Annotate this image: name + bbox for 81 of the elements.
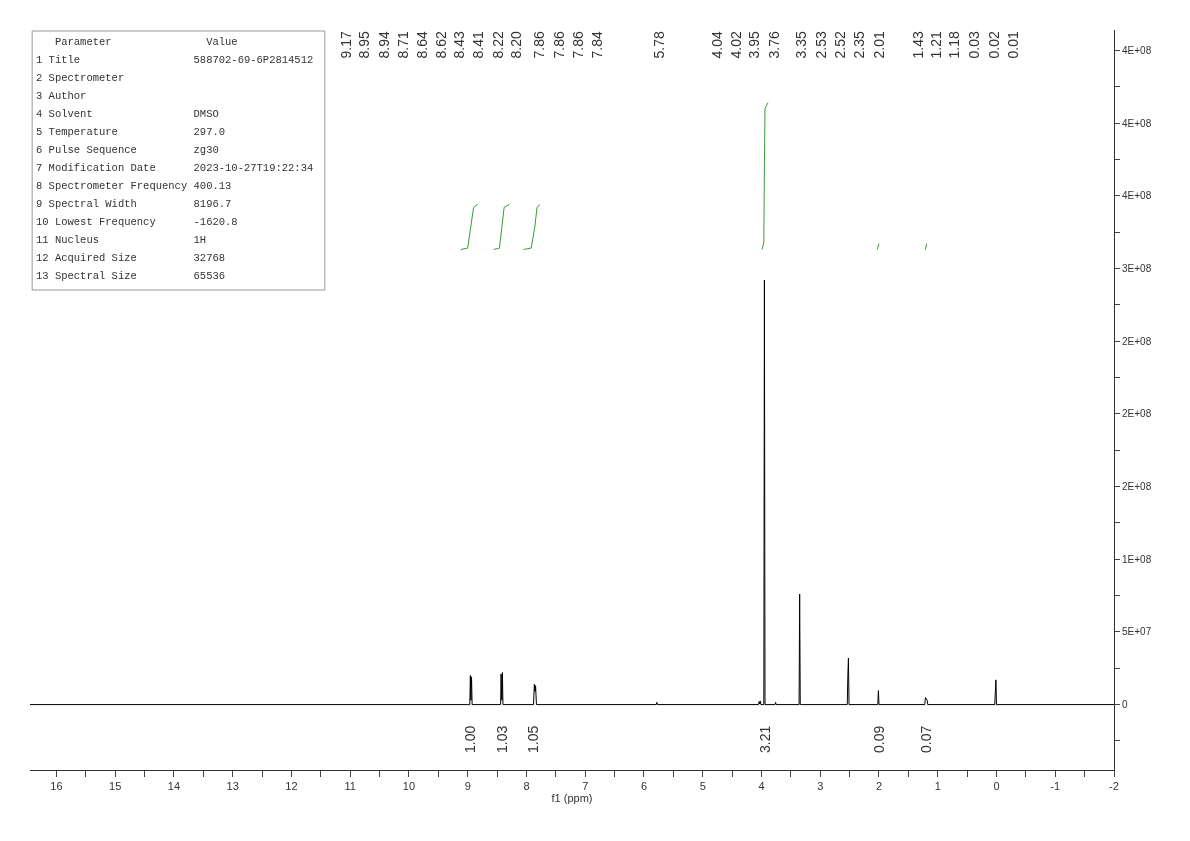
x-tick-label: 6 bbox=[640, 780, 648, 793]
annotation: 0.09 bbox=[871, 725, 887, 753]
x-tick-label: -1 bbox=[1050, 780, 1061, 793]
annotation: 2.53 bbox=[812, 31, 829, 59]
x-tick-label: 3 bbox=[817, 780, 824, 793]
annotation: 1.03 bbox=[494, 725, 510, 753]
x-tick-label: 13 bbox=[226, 780, 239, 793]
x-tick-label: 10 bbox=[402, 780, 416, 793]
x-tick-label: 15 bbox=[109, 780, 122, 793]
annotation: Parameter Value bbox=[36, 36, 238, 48]
annotation: 3.76 bbox=[765, 31, 782, 59]
y-tick-label: 3E+08 bbox=[1122, 262, 1152, 274]
annotation: 8.71 bbox=[394, 31, 411, 59]
y-tick-label: 4E+08 bbox=[1122, 44, 1152, 56]
x-tick-label: 7 bbox=[582, 780, 589, 793]
annotation: 7 Modification Date 2023-10-27T19:22:34 bbox=[36, 162, 314, 174]
annotation: 8.20 bbox=[507, 31, 524, 59]
annotation: 8.95 bbox=[355, 31, 372, 59]
annotation: 3 Author bbox=[36, 90, 87, 102]
annotation: 2.52 bbox=[831, 31, 848, 59]
y-tick-label: 2E+08 bbox=[1122, 408, 1152, 420]
annotation: 4.04 bbox=[708, 31, 725, 59]
x-tick-label: 8 bbox=[523, 780, 530, 793]
y-tick-label: 0 bbox=[1122, 699, 1128, 711]
x-tick-label: 0 bbox=[993, 780, 1000, 793]
annotation: 2 Spectrometer bbox=[36, 72, 125, 84]
annotation: 3.21 bbox=[757, 725, 773, 753]
annotation: 1.43 bbox=[909, 31, 926, 59]
x-tick-label: 4 bbox=[758, 780, 765, 793]
annotation: 4 Solvent DMSO bbox=[36, 108, 219, 120]
line-series bbox=[30, 279, 1114, 706]
annotation: 1 Title 588702-69-6P2814512 bbox=[36, 54, 314, 66]
annotation: 8.43 bbox=[450, 31, 467, 59]
annotation: 7.86 bbox=[530, 31, 547, 59]
y-tick-label: 1E+08 bbox=[1122, 553, 1152, 565]
annotation: 7.84 bbox=[588, 31, 605, 59]
x-tick-label: 1 bbox=[934, 780, 941, 793]
annotation: 0.01 bbox=[1004, 31, 1021, 59]
annotation: 1.21 bbox=[927, 31, 944, 59]
x-tick-label: 14 bbox=[167, 780, 181, 793]
annotation: 9.17 bbox=[337, 31, 354, 59]
x-tick-label: 11 bbox=[344, 780, 356, 793]
x-tick-label: 5 bbox=[699, 780, 706, 793]
annotation: 9 Spectral Width 8196.7 bbox=[36, 198, 232, 210]
x-tick-label: -2 bbox=[1109, 780, 1119, 793]
x-tick-label: 12 bbox=[285, 780, 298, 793]
annotation: 0.07 bbox=[918, 725, 934, 753]
annotation: 13 Spectral Size 65536 bbox=[36, 270, 226, 282]
annotation: 3.35 bbox=[792, 31, 809, 59]
annotation: 1.05 bbox=[525, 725, 541, 753]
annotation: 8.64 bbox=[413, 31, 430, 59]
x-axis-title: f1 (ppm) bbox=[551, 792, 593, 805]
annotation: 8.41 bbox=[469, 31, 486, 59]
annotation: 12 Acquired Size 32768 bbox=[36, 252, 226, 264]
annotation: 8 Spectrometer Frequency 400.13 bbox=[36, 180, 232, 192]
x-tick-label: 16 bbox=[50, 780, 63, 793]
y-tick-label: 4E+08 bbox=[1122, 190, 1152, 202]
annotation: 1.18 bbox=[945, 31, 962, 59]
annotation: 3.95 bbox=[745, 31, 762, 59]
annotation: 8.94 bbox=[375, 31, 392, 59]
annotation: 1.00 bbox=[462, 725, 478, 753]
x-tick-label: 2 bbox=[875, 780, 883, 793]
annotation: 10 Lowest Frequency -1620.8 bbox=[36, 216, 238, 228]
annotation: 0.02 bbox=[985, 31, 1002, 59]
annotation: 2.35 bbox=[850, 31, 867, 59]
x-tick-label: 9 bbox=[464, 780, 471, 793]
y-tick-label: 5E+07 bbox=[1122, 626, 1152, 638]
annotation: 4.02 bbox=[727, 31, 744, 59]
annotation: 0.03 bbox=[965, 31, 982, 59]
annotation: 7.86 bbox=[550, 31, 567, 59]
annotation: 5.78 bbox=[650, 31, 667, 59]
annotation: 6 Pulse Sequence zg30 bbox=[36, 144, 219, 156]
annotation: 7.86 bbox=[569, 31, 586, 59]
annotation: 5 Temperature 297.0 bbox=[36, 126, 226, 138]
y-tick-label: 2E+08 bbox=[1122, 481, 1152, 492]
annotation: 8.62 bbox=[432, 31, 449, 59]
annotation: 8.22 bbox=[489, 31, 506, 59]
annotation: 11 Nucleus 1H bbox=[36, 234, 207, 246]
annotation: 2.01 bbox=[870, 31, 887, 59]
y-tick-label: 4E+08 bbox=[1122, 117, 1152, 129]
y-tick-label: 2E+08 bbox=[1122, 335, 1152, 347]
